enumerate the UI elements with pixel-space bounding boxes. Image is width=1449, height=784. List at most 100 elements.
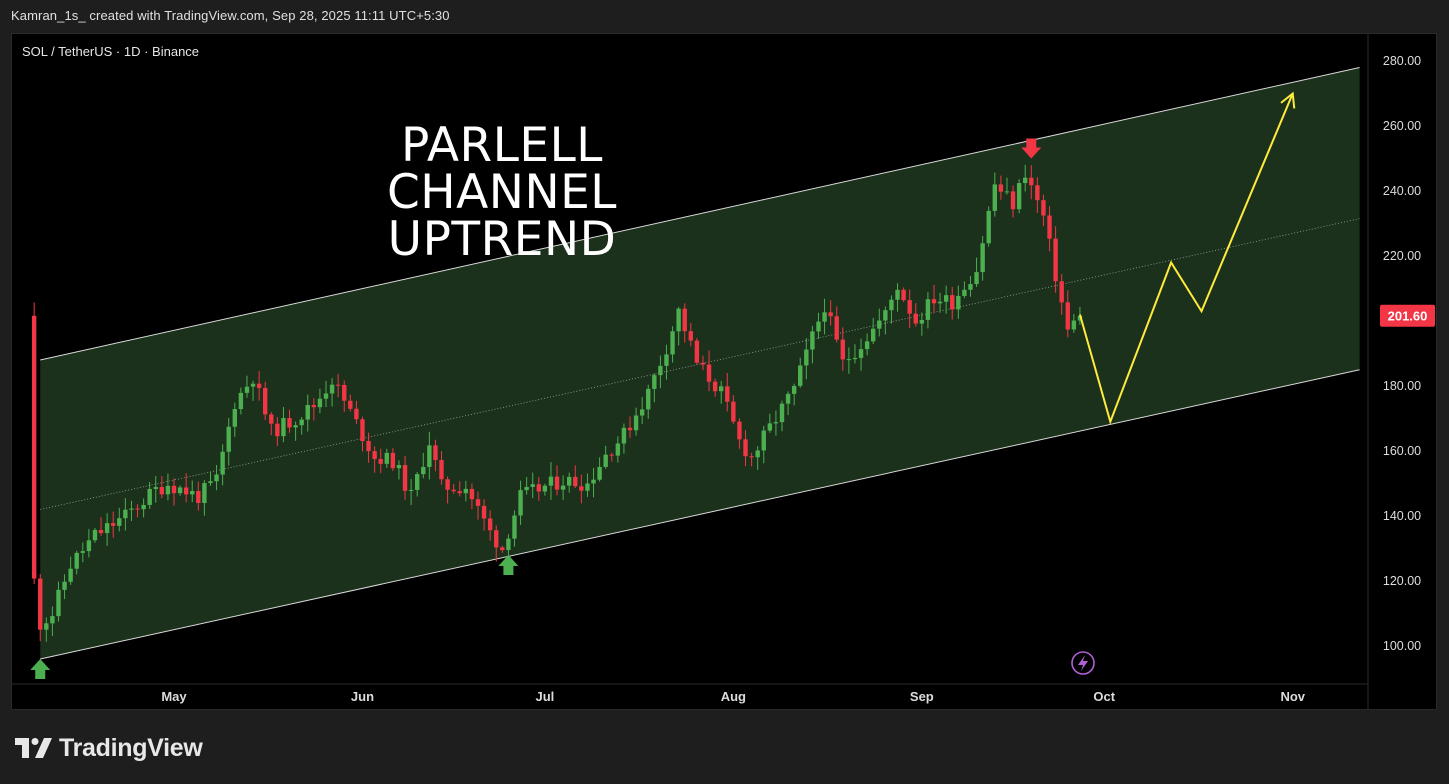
candle <box>761 425 766 464</box>
candle <box>548 462 554 500</box>
symbol-info: SOL / TetherUS · 1D · Binance <box>22 44 200 59</box>
candle <box>433 439 438 472</box>
candle-body <box>962 289 967 296</box>
candle-body <box>658 365 663 376</box>
candle <box>50 606 55 636</box>
candle-body <box>183 487 189 495</box>
candle <box>889 295 894 324</box>
candle <box>500 545 505 553</box>
candle <box>244 375 250 398</box>
candle <box>676 306 681 346</box>
candle <box>214 464 219 491</box>
candle-body <box>548 476 554 486</box>
candle-body <box>384 452 389 464</box>
candle-body <box>263 387 268 415</box>
candle <box>864 333 870 356</box>
candle-body <box>864 341 870 350</box>
candle-body <box>646 388 651 410</box>
candle-body <box>956 295 961 310</box>
candle-body <box>943 295 949 302</box>
candle-body <box>348 400 353 409</box>
candle-body <box>895 289 900 300</box>
candle <box>141 498 146 518</box>
candle <box>445 476 450 504</box>
candle-body <box>1047 215 1052 239</box>
candle-body <box>755 450 760 458</box>
candle-body <box>153 487 158 489</box>
candle <box>147 482 152 509</box>
candle <box>603 445 608 469</box>
candle <box>913 303 918 327</box>
candle-body <box>889 299 894 311</box>
candle-body <box>123 509 128 519</box>
candle <box>38 573 43 642</box>
candle <box>901 287 906 302</box>
chart-attribution: Kamran_1s_ created with TradingView.com,… <box>11 8 450 23</box>
candle <box>895 283 900 312</box>
arrow-up-icon <box>30 659 51 679</box>
candle <box>919 312 925 336</box>
time-tick-label: May <box>161 689 187 704</box>
candle <box>275 417 280 447</box>
candle <box>1029 165 1034 200</box>
annotation-text: PARLELL CHANNEL UPTREND <box>282 122 722 263</box>
projection-arrowhead <box>1280 91 1296 109</box>
candle <box>1004 177 1010 195</box>
footer-brand: TradingView <box>15 734 203 762</box>
candle <box>591 467 596 498</box>
candle-body <box>1041 200 1046 216</box>
candle <box>998 175 1004 200</box>
candle-body <box>822 312 827 322</box>
candle-body <box>396 465 402 469</box>
candle <box>725 372 730 412</box>
price-tick-label: 140.00 <box>1383 509 1421 523</box>
candle-body <box>80 551 85 553</box>
candle <box>925 292 931 329</box>
candle <box>98 517 104 536</box>
candle <box>712 378 718 397</box>
chart-panel[interactable]: 100.00120.00140.00160.00180.00200.00220.… <box>11 33 1437 710</box>
candle-body <box>968 284 973 290</box>
candle-body <box>354 408 359 420</box>
candle-body <box>451 489 456 492</box>
price-chart[interactable]: 100.00120.00140.00160.00180.00200.00220.… <box>12 34 1436 709</box>
candle-body <box>579 486 584 491</box>
candle <box>1016 179 1022 214</box>
candle <box>86 529 92 558</box>
candle <box>427 431 432 480</box>
candle <box>737 418 742 449</box>
candle <box>342 380 347 412</box>
candle <box>183 473 189 503</box>
candle-body <box>111 523 116 526</box>
candle <box>706 350 712 392</box>
candle <box>755 446 760 470</box>
candle <box>329 378 335 407</box>
candle <box>366 432 371 463</box>
candle-body <box>177 487 183 494</box>
candle <box>31 302 37 585</box>
candle-body <box>694 340 700 363</box>
candle <box>208 471 213 486</box>
last-price-badge <box>1380 304 1435 327</box>
candle-body <box>196 490 201 503</box>
candle <box>937 292 943 313</box>
candle-body <box>560 485 566 490</box>
candle <box>670 326 675 363</box>
candle <box>177 485 183 496</box>
candle-body <box>202 483 207 503</box>
candle-body <box>664 354 669 366</box>
annotation-line-2: UPTREND <box>387 212 617 267</box>
price-tick-label: 260.00 <box>1383 119 1421 133</box>
candle-body <box>749 456 754 458</box>
channel-lower-line <box>40 369 1360 660</box>
annotation-line-1: PARLELL CHANNEL <box>386 118 617 220</box>
candle-body <box>135 508 140 510</box>
candle-body <box>311 405 317 408</box>
candle-body <box>731 401 736 422</box>
tradingview-logo-icon <box>15 738 52 758</box>
candle <box>646 384 651 419</box>
candle <box>627 416 633 439</box>
candle-body <box>512 515 517 539</box>
candle <box>785 391 791 416</box>
candle-body <box>950 295 955 310</box>
